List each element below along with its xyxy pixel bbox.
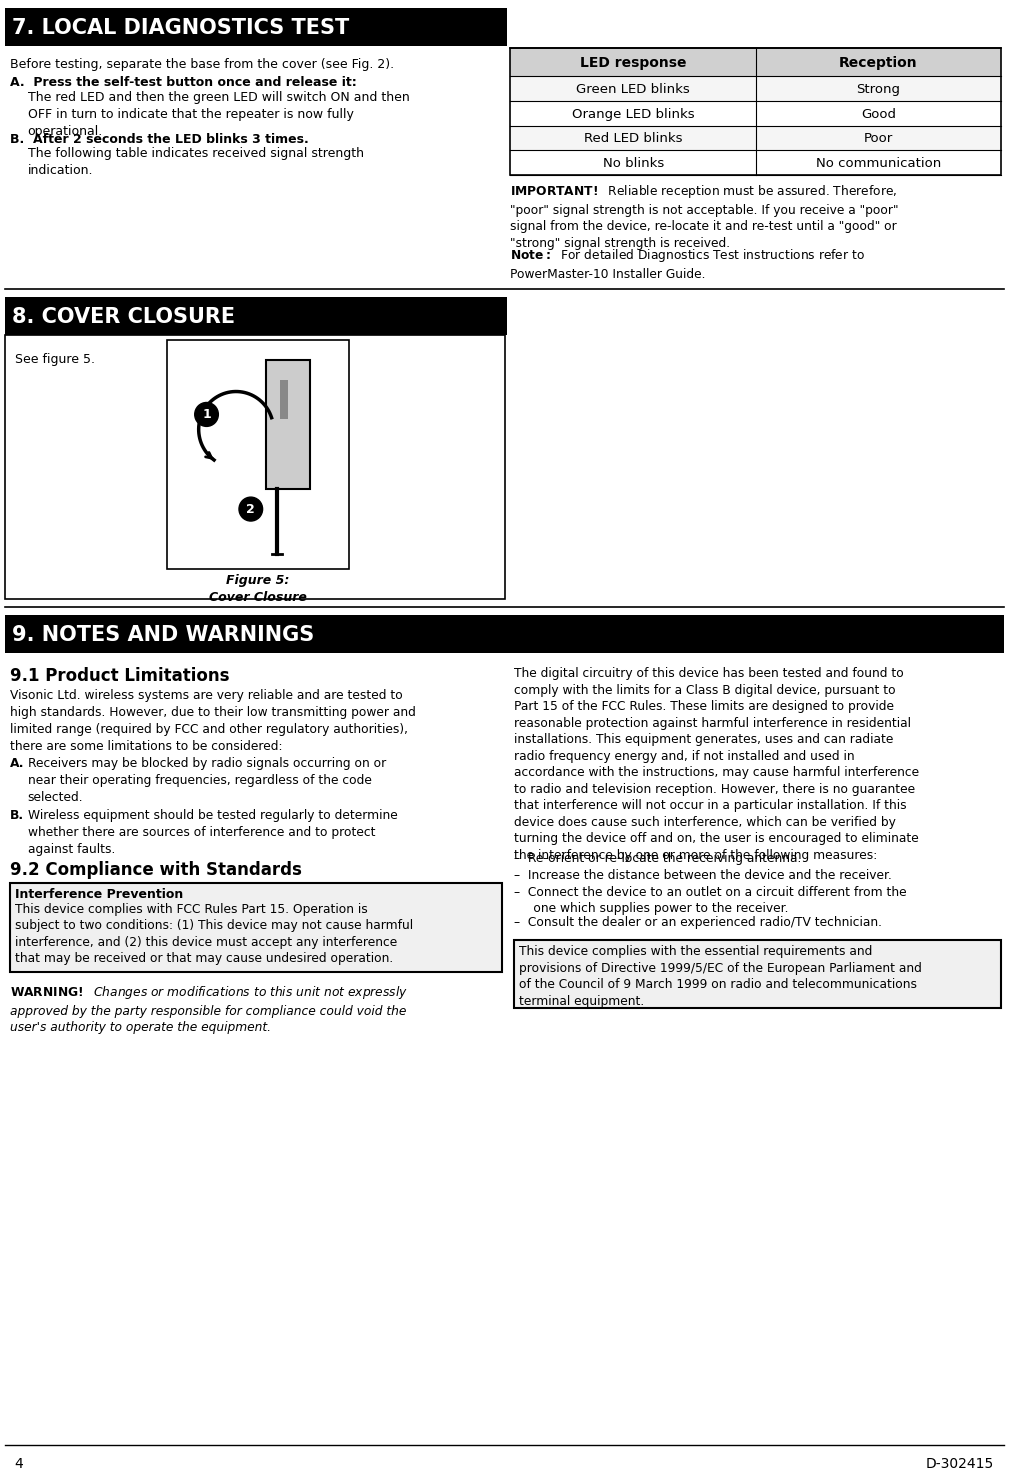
Text: Receivers may be blocked by radio signals occurring on or
near their operating f: Receivers may be blocked by radio signal… xyxy=(28,757,386,804)
Text: Poor: Poor xyxy=(864,133,894,146)
Text: See figure 5.: See figure 5. xyxy=(14,352,94,365)
Text: 7. LOCAL DIAGNOSTICS TEST: 7. LOCAL DIAGNOSTICS TEST xyxy=(12,18,349,38)
Bar xyxy=(514,940,1001,1008)
Bar xyxy=(266,359,310,489)
Text: 9. NOTES AND WARNINGS: 9. NOTES AND WARNINGS xyxy=(12,625,314,645)
Text: Cover Closure: Cover Closure xyxy=(209,591,307,604)
Text: $\bf{Note:}$  For detailed Diagnostics Test instructions refer to
PowerMaster-10: $\bf{Note:}$ For detailed Diagnostics Te… xyxy=(511,247,866,280)
Bar xyxy=(10,882,502,972)
Text: Figure 5:: Figure 5: xyxy=(227,574,290,586)
Text: D-302415: D-302415 xyxy=(926,1457,994,1470)
Text: $\bf{IMPORTANT!}$  Reliable reception must be assured. Therefore,
"poor" signal : $\bf{IMPORTANT!}$ Reliable reception mus… xyxy=(511,183,899,250)
Text: The digital circuitry of this device has been tested and found to
comply with th: The digital circuitry of this device has… xyxy=(514,667,919,862)
Bar xyxy=(511,100,1001,125)
Text: LED response: LED response xyxy=(580,56,686,69)
Text: Visonic Ltd. wireless systems are very reliable and are tested to
high standards: Visonic Ltd. wireless systems are very r… xyxy=(10,689,416,753)
Text: This device complies with the essential requirements and
provisions of Directive: This device complies with the essential … xyxy=(519,946,922,1008)
Text: Reception: Reception xyxy=(839,56,918,69)
Text: $\bf{WARNING!}$  Changes or modifications to this unit not expressly
approved by: $\bf{WARNING!}$ Changes or modifications… xyxy=(10,984,407,1034)
Bar xyxy=(266,359,310,489)
Text: No blinks: No blinks xyxy=(602,158,664,171)
Text: 4: 4 xyxy=(14,1457,24,1470)
Bar xyxy=(5,334,505,598)
Text: –  Increase the distance between the device and the receiver.: – Increase the distance between the devi… xyxy=(514,869,893,882)
Text: B.  After 2 seconds the LED blinks 3 times.: B. After 2 seconds the LED blinks 3 time… xyxy=(10,133,309,146)
Text: Before testing, separate the base from the cover (see Fig. 2).: Before testing, separate the base from t… xyxy=(10,57,394,71)
Bar xyxy=(5,614,1004,653)
Text: Interference Prevention: Interference Prevention xyxy=(14,888,183,900)
Text: –  Connect the device to an outlet on a circuit different from the
     one whic: – Connect the device to an outlet on a c… xyxy=(514,885,907,915)
Bar xyxy=(514,940,1001,1008)
Text: The red LED and then the green LED will switch ON and then
OFF in turn to indica: The red LED and then the green LED will … xyxy=(28,91,409,137)
Bar xyxy=(511,47,1001,75)
Text: This device complies with FCC Rules Part 15. Operation is
subject to two conditi: This device complies with FCC Rules Part… xyxy=(14,903,412,965)
Text: –  Consult the dealer or an experienced radio/TV technician.: – Consult the dealer or an experienced r… xyxy=(514,916,882,928)
Text: No communication: No communication xyxy=(816,158,941,171)
Text: 1: 1 xyxy=(202,408,211,421)
Text: 9.1 Product Limitations: 9.1 Product Limitations xyxy=(10,667,230,685)
Bar xyxy=(280,380,288,420)
Text: Red LED blinks: Red LED blinks xyxy=(584,133,682,146)
Bar xyxy=(511,125,1001,150)
Text: –  Re-orient or re-locate the receiving antenna.: – Re-orient or re-locate the receiving a… xyxy=(514,851,801,865)
Bar xyxy=(5,298,507,334)
Text: A.: A. xyxy=(10,757,25,770)
Text: Good: Good xyxy=(861,108,896,121)
Bar xyxy=(511,47,1001,175)
Text: 9.2 Compliance with Standards: 9.2 Compliance with Standards xyxy=(10,860,302,879)
Text: 2: 2 xyxy=(246,502,255,516)
Circle shape xyxy=(239,496,263,521)
Text: Strong: Strong xyxy=(857,82,901,96)
Text: A.  Press the self-test button once and release it:: A. Press the self-test button once and r… xyxy=(10,75,357,88)
Bar xyxy=(167,340,349,569)
Bar xyxy=(511,150,1001,175)
Text: Orange LED blinks: Orange LED blinks xyxy=(571,108,695,121)
Text: B.: B. xyxy=(10,809,24,822)
Text: The following table indicates received signal strength
indication.: The following table indicates received s… xyxy=(28,147,363,177)
Bar xyxy=(5,7,507,46)
Bar xyxy=(511,75,1001,100)
Circle shape xyxy=(195,402,219,426)
Bar xyxy=(10,882,502,972)
Text: Green LED blinks: Green LED blinks xyxy=(577,82,690,96)
Text: Wireless equipment should be tested regularly to determine
whether there are sou: Wireless equipment should be tested regu… xyxy=(28,809,397,856)
Text: 8. COVER CLOSURE: 8. COVER CLOSURE xyxy=(12,306,235,327)
